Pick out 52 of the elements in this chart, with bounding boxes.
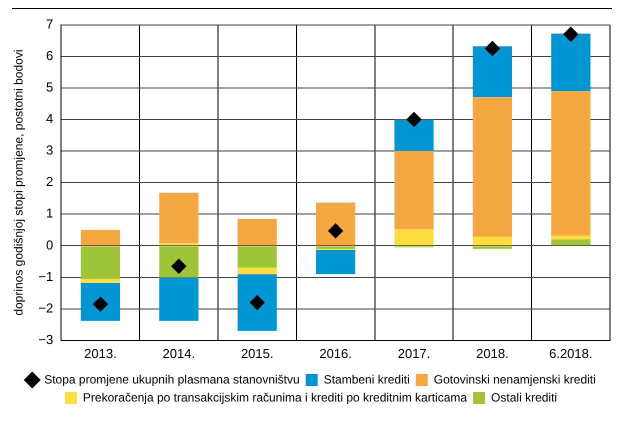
y-tick-label: 0 (46, 237, 54, 252)
legend-label: Prekoračenja po transakcijskim računima i krediti po kreditnim karticama (82, 390, 468, 404)
bar (159, 192, 198, 244)
bar (394, 119, 434, 152)
y-tick-label: 5 (46, 80, 54, 94)
y-tick-label: −1 (38, 268, 54, 284)
y-tick-label: 2 (46, 174, 54, 190)
bar (316, 246, 356, 249)
y-tick-label: 1 (46, 206, 54, 221)
x-tick-label: 6.2018. (549, 346, 592, 361)
y-tick-label: 3 (46, 142, 54, 158)
x-tick-label: 2014. (162, 346, 196, 361)
bar (472, 246, 512, 249)
point (563, 26, 578, 42)
bar (238, 246, 277, 268)
x-tick-label: 2015. (240, 346, 274, 361)
bar (551, 91, 590, 236)
bar (472, 97, 512, 237)
y-tick-label: −2 (38, 300, 54, 316)
legend-label: Stopa promjene ukupnih plasmana stanovništvu (44, 372, 300, 386)
legend-label: Ostali krediti (491, 390, 558, 404)
x-tick-label: 2017. (398, 346, 430, 361)
bar (80, 230, 120, 246)
x-tick-label: 2016. (319, 346, 352, 361)
y-tick-label: −3 (38, 332, 54, 347)
bar (316, 250, 356, 274)
bar (472, 236, 512, 246)
legend-label: Gotovinski nenamjenski krediti (434, 372, 596, 386)
x-tick-label: 2013. (84, 346, 117, 361)
bar (238, 218, 277, 246)
bar (159, 277, 198, 321)
bar (80, 282, 120, 321)
y-tick-label: 6 (46, 48, 54, 63)
bar (159, 246, 198, 278)
y-tick-label: 7 (46, 16, 54, 32)
bar (80, 278, 120, 283)
bar (472, 46, 512, 98)
legend-label: Stambeni krediti (324, 372, 410, 386)
bar (80, 246, 120, 279)
bar (551, 236, 590, 240)
point (406, 112, 422, 127)
bar (394, 229, 434, 246)
bar (394, 151, 434, 230)
point (484, 40, 500, 56)
y-tick-label: 4 (46, 111, 54, 126)
bar (551, 34, 590, 92)
bar (316, 202, 356, 246)
x-tick-label: 2018. (476, 346, 509, 361)
bar (238, 268, 277, 274)
y-axis-title: doprinos godišnjoj stopi promjene, postotni bodovi (12, 50, 26, 316)
bar (238, 274, 277, 331)
bar (551, 239, 590, 246)
